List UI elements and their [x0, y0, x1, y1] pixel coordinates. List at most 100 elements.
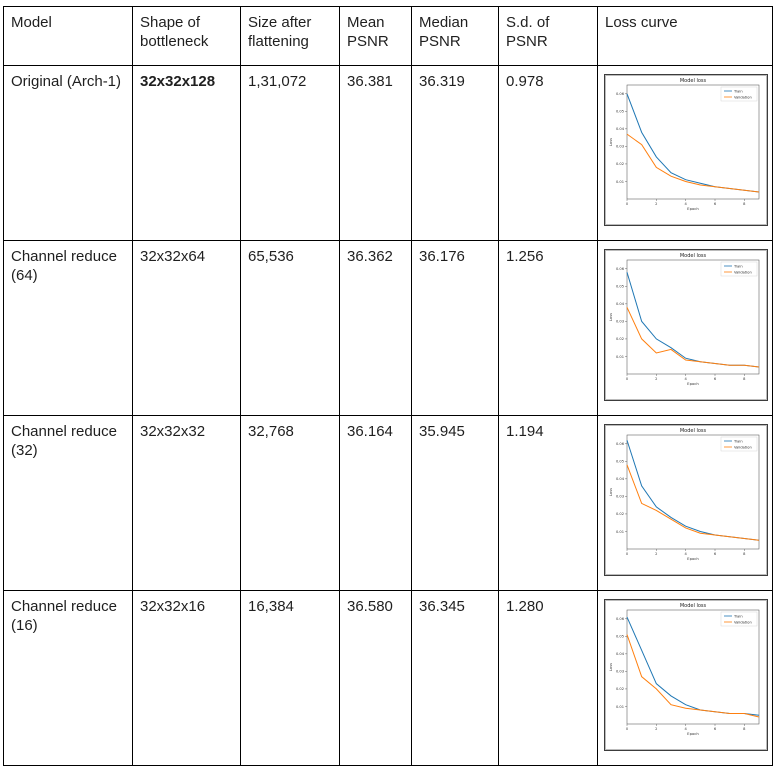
- cell-mean: 36.580: [339, 590, 412, 766]
- y-tick-label: 0.01: [616, 355, 624, 359]
- loss-chart: Model loss 0.01 0.02 0.03 0.04 0.05 0.06 0 2 4 6 8 E…: [604, 249, 768, 401]
- y-tick-label: 0.05: [616, 285, 624, 289]
- loss-chart: Model loss 0.01 0.02 0.03 0.04 0.05 0.06 0 2 4 6 8 E…: [604, 74, 768, 226]
- cell-model: Channel reduce (16): [3, 590, 133, 766]
- cell-shape: 32x32x64: [132, 240, 241, 416]
- x-tick-label: 0: [626, 202, 629, 206]
- x-tick-label: 6: [714, 202, 717, 206]
- y-tick-label: 0.05: [616, 110, 624, 114]
- header-mean: Mean PSNR: [339, 6, 412, 66]
- cell-model: Channel reduce (32): [3, 415, 133, 591]
- x-tick-label: 2: [655, 377, 657, 381]
- cell-shape: 32x32x128: [132, 65, 241, 241]
- series-line-validation: [626, 307, 760, 368]
- x-tick-label: 6: [714, 377, 717, 381]
- y-tick-label: 0.05: [616, 460, 624, 464]
- cell-size: 32,768: [240, 415, 340, 591]
- x-axis-label: Epoch: [687, 731, 699, 736]
- table-row: Channel reduce (64) 32x32x64 65,536 36.3…: [3, 240, 773, 416]
- cell-median: 35.945: [411, 415, 499, 591]
- y-tick-label: 0.03: [616, 495, 624, 499]
- y-tick-label: 0.04: [616, 477, 625, 481]
- legend-label: Train: [733, 264, 743, 268]
- x-tick-label: 8: [743, 377, 746, 381]
- x-axis-label: Epoch: [687, 556, 699, 561]
- x-tick-label: 0: [626, 727, 629, 731]
- cell-model: Original (Arch-1): [3, 65, 133, 241]
- x-tick-label: 2: [655, 552, 657, 556]
- x-tick-label: 8: [743, 727, 746, 731]
- series-line-train: [626, 93, 760, 193]
- results-table: Model Shape of bottleneck Size after fla…: [3, 6, 773, 766]
- cell-mean: 36.362: [339, 240, 412, 416]
- x-tick-label: 8: [743, 552, 746, 556]
- plot-frame: [626, 259, 760, 375]
- cell-sd: 1.280: [498, 590, 598, 766]
- y-tick-label: 0.01: [616, 705, 624, 709]
- legend-label: Validation: [734, 95, 752, 99]
- cell-mean: 36.164: [339, 415, 412, 591]
- y-axis-label: Loss: [608, 488, 613, 496]
- cell-mean: 36.381: [339, 65, 412, 241]
- y-tick-label: 0.06: [616, 92, 625, 96]
- loss-chart: Model loss 0.01 0.02 0.03 0.04 0.05 0.06 0 2 4 6 8 E…: [604, 424, 768, 576]
- y-axis-label: Loss: [608, 313, 613, 321]
- header-median: Median PSNR: [411, 6, 499, 66]
- y-tick-label: 0.02: [616, 337, 624, 341]
- y-tick-label: 0.05: [616, 635, 624, 639]
- cell-size: 16,384: [240, 590, 340, 766]
- x-tick-label: 2: [655, 727, 657, 731]
- legend-label: Validation: [734, 620, 752, 624]
- legend-box: [720, 86, 758, 102]
- y-tick-label: 0.03: [616, 320, 624, 324]
- x-tick-label: 4: [685, 202, 688, 206]
- x-tick-label: 4: [685, 552, 688, 556]
- cell-model: Channel reduce (64): [3, 240, 133, 416]
- x-tick-label: 4: [685, 377, 688, 381]
- x-tick-label: 6: [714, 727, 717, 731]
- legend-label: Train: [733, 89, 743, 93]
- series-line-validation: [626, 464, 760, 541]
- cell-sd: 0.978: [498, 65, 598, 241]
- x-tick-label: 6: [714, 552, 717, 556]
- y-tick-label: 0.02: [616, 687, 624, 691]
- cell-size: 1,31,072: [240, 65, 340, 241]
- chart-title: Model loss: [680, 428, 707, 434]
- y-tick-label: 0.02: [616, 512, 624, 516]
- x-tick-label: 2: [655, 202, 657, 206]
- legend-box: [720, 436, 758, 452]
- chart-title: Model loss: [680, 603, 707, 609]
- series-line-train: [626, 616, 760, 716]
- y-tick-label: 0.01: [616, 530, 624, 534]
- series-line-train: [626, 272, 760, 368]
- table-row: Channel reduce (32) 32x32x32 32,768 36.1…: [3, 415, 773, 591]
- y-tick-label: 0.06: [616, 442, 625, 446]
- y-tick-label: 0.02: [616, 162, 624, 166]
- legend-label: Train: [733, 439, 743, 443]
- cell-median: 36.319: [411, 65, 499, 241]
- cell-loss-curve: Model loss 0.01 0.02 0.03 0.04 0.05 0.06 0 2 4 6 8 E…: [597, 415, 773, 591]
- legend-label: Train: [733, 614, 743, 618]
- header-model: Model: [3, 6, 133, 66]
- plot-frame: [626, 84, 760, 200]
- header-loss-curve: Loss curve: [597, 6, 773, 66]
- header-size: Size after flattening: [240, 6, 340, 66]
- series-line-train: [626, 440, 760, 541]
- y-tick-label: 0.04: [616, 127, 625, 131]
- series-line-validation: [626, 133, 760, 193]
- x-tick-label: 0: [626, 552, 629, 556]
- y-tick-label: 0.06: [616, 267, 625, 271]
- legend-label: Validation: [734, 270, 752, 274]
- cell-loss-curve: Model loss 0.01 0.02 0.03 0.04 0.05 0.06 0 2 4 6 8 E…: [597, 240, 773, 416]
- legend-box: [720, 261, 758, 277]
- x-tick-label: 8: [743, 202, 746, 206]
- cell-median: 36.176: [411, 240, 499, 416]
- table-row: Channel reduce (16) 32x32x16 16,384 36.5…: [3, 590, 773, 766]
- x-axis-label: Epoch: [687, 206, 699, 211]
- y-tick-label: 0.06: [616, 617, 625, 621]
- cell-shape: 32x32x16: [132, 590, 241, 766]
- header-row: Model Shape of bottleneck Size after fla…: [3, 6, 773, 66]
- cell-loss-curve: Model loss 0.01 0.02 0.03 0.04 0.05 0.06 0 2 4 6 8 E…: [597, 590, 773, 766]
- x-tick-label: 0: [626, 377, 629, 381]
- table-row: Original (Arch-1) 32x32x128 1,31,072 36.…: [3, 65, 773, 241]
